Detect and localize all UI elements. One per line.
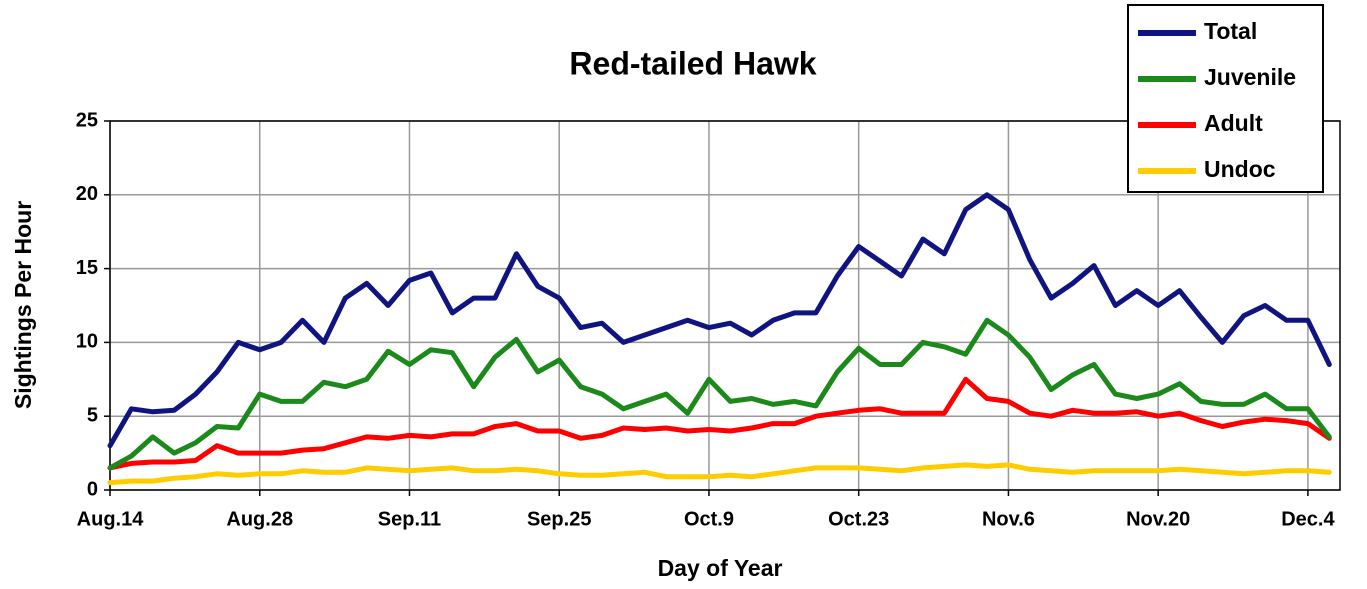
x-tick-label: Oct.9 <box>684 508 734 530</box>
y-tick-label: 25 <box>76 109 98 131</box>
x-tick-label: Aug.28 <box>226 508 293 530</box>
x-tick-label: Sep.25 <box>527 508 591 530</box>
legend-label: Total <box>1204 18 1257 44</box>
x-axis-label: Day of Year <box>658 555 783 581</box>
y-tick-label: 10 <box>76 331 98 353</box>
legend-label: Juvenile <box>1204 64 1296 90</box>
y-tick-label: 20 <box>76 183 98 205</box>
x-tick-label: Oct.23 <box>828 508 889 530</box>
x-tick-label: Aug.14 <box>77 508 145 530</box>
series-line <box>107 376 1332 471</box>
y-axis-label: Sightings Per Hour <box>10 201 36 409</box>
y-tick-label: 5 <box>87 404 98 426</box>
legend-box <box>1127 4 1324 193</box>
x-tick-label: Dec.4 <box>1281 508 1335 530</box>
series-line <box>107 317 1332 471</box>
x-tick-label: Sep.11 <box>378 508 441 530</box>
y-tick-label: 15 <box>76 257 98 279</box>
series-line <box>107 462 1332 486</box>
y-tick-label: 0 <box>87 478 98 500</box>
x-tick-label: Nov.6 <box>982 508 1035 530</box>
plot-frame <box>109 120 1341 491</box>
chart-title: Red-tailed Hawk <box>569 45 816 81</box>
series-line <box>107 192 1332 449</box>
x-tick-label: Nov.20 <box>1126 508 1190 530</box>
legend-label: Adult <box>1204 110 1263 136</box>
legend-label: Undoc <box>1204 156 1276 182</box>
